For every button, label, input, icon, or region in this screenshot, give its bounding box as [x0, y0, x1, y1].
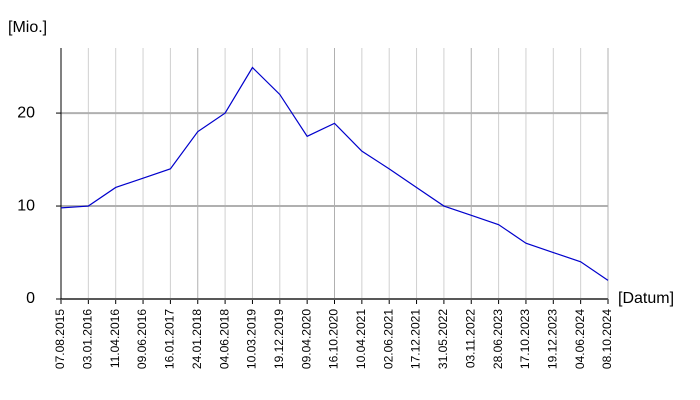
x-tick-label: 09.06.2016	[135, 309, 149, 369]
x-tick-label: 04.06.2018	[217, 309, 231, 369]
y-tick-label: 20	[17, 104, 35, 121]
data-line	[60, 66, 609, 281]
x-tick-label: 04.06.2024	[573, 309, 587, 369]
y-tick-label: 0	[26, 290, 35, 307]
x-tick-label: 31.05.2022	[436, 309, 450, 369]
x-tick-label: 10.03.2019	[245, 309, 259, 369]
x-tick-label: 19.12.2023	[545, 309, 559, 369]
x-tick-label: 16.01.2017	[163, 309, 177, 369]
x-axis-label: [Datum]	[618, 290, 674, 307]
x-tick-label: 17.10.2023	[518, 309, 532, 369]
x-tick-label: 28.06.2023	[491, 309, 505, 369]
y-axis-label: [Mio.]	[8, 19, 47, 36]
x-tick-label: 10.04.2021	[354, 309, 368, 369]
x-tick-label: 02.06.2021	[381, 309, 395, 369]
x-tick-label: 08.10.2024	[600, 309, 614, 369]
x-tick-label: 16.10.2020	[327, 309, 341, 369]
y-tick-label: 10	[17, 197, 35, 214]
x-tick-label: 24.01.2018	[190, 309, 204, 369]
x-tick-label: 09.04.2020	[299, 309, 313, 369]
x-tick-label: 17.12.2021	[409, 309, 423, 369]
x-tick-label: 19.12.2019	[272, 309, 286, 369]
x-tick-label: 11.04.2016	[108, 309, 122, 368]
x-tick-label: 03.11.2022	[463, 309, 477, 368]
x-tick-label: 03.01.2016	[81, 309, 95, 369]
x-tick-label: 07.08.2015	[53, 309, 67, 369]
